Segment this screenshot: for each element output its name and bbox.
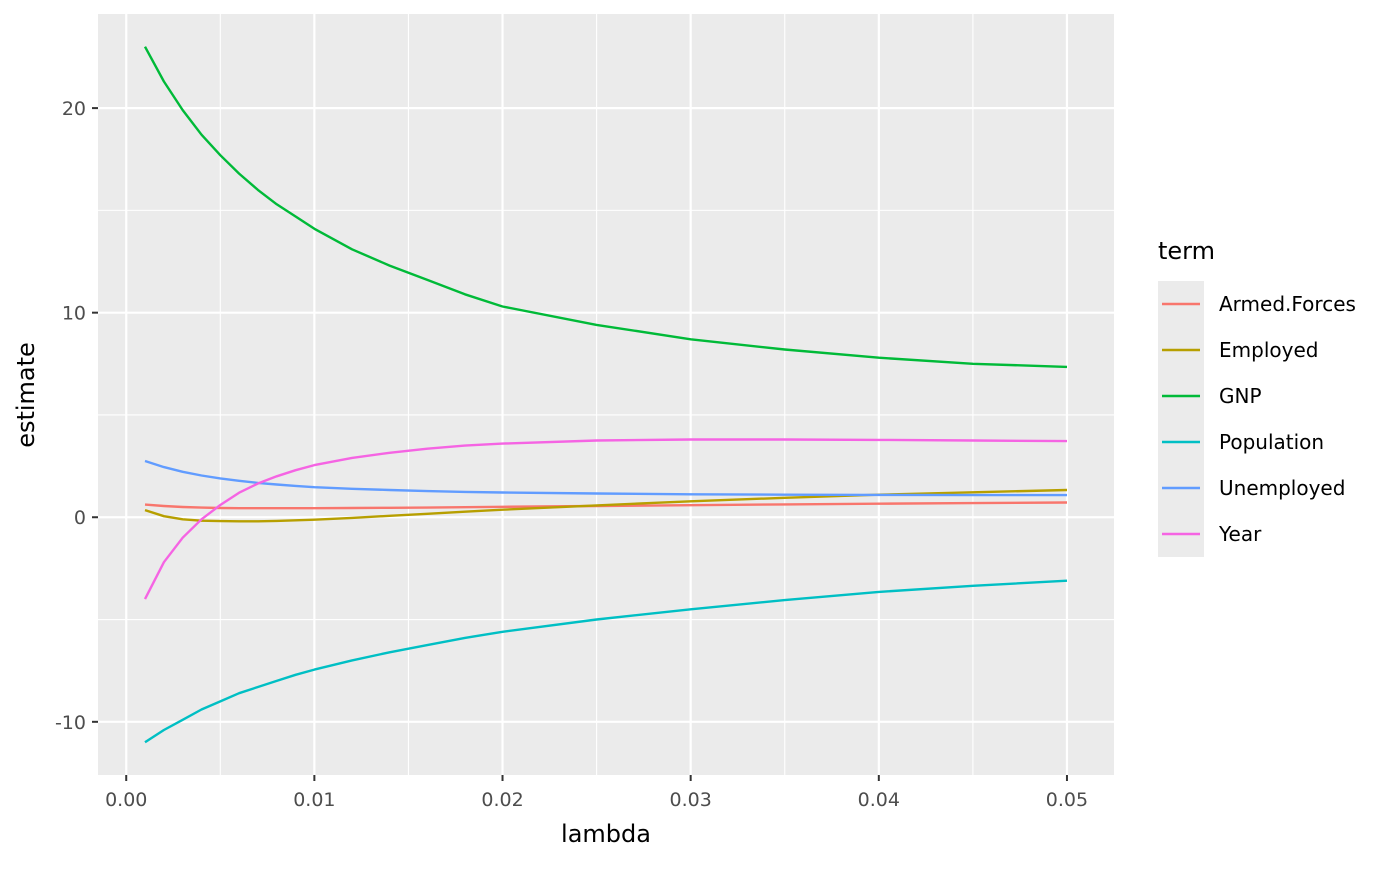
x-tick-label: 0.02 [481, 789, 523, 811]
y-tick-label: 0 [74, 507, 86, 529]
x-tick-label: 0.00 [105, 789, 147, 811]
y-axis-title: estimate [12, 342, 40, 448]
legend-key-background [1158, 281, 1204, 557]
legend: term Armed.Forces Employed GNP Population Un… [1158, 237, 1356, 557]
y-axis-ticks: -10 0 10 20 [55, 98, 98, 734]
x-axis-title: lambda [561, 820, 651, 848]
series-line-armed-forces [144, 501, 1068, 510]
series-lines [143, 46, 1068, 744]
x-tick-label: 0.04 [858, 789, 900, 811]
legend-label: Armed.Forces [1219, 292, 1356, 316]
series-line-unemployed [144, 459, 1067, 497]
x-tick-label: 0.01 [293, 789, 335, 811]
legend-label: Unemployed [1219, 476, 1345, 500]
legend-label: Employed [1219, 338, 1318, 362]
plot-panel [98, 14, 1114, 775]
x-tick-label: 0.05 [1046, 789, 1088, 811]
series-line-year [143, 438, 1068, 600]
series-line-population [144, 579, 1068, 744]
legend-label: Population [1219, 430, 1324, 454]
x-axis-ticks: 0.00 0.01 0.02 0.03 0.04 0.05 [105, 775, 1088, 811]
y-tick-label: -10 [55, 712, 86, 734]
series-line-employed [144, 488, 1068, 523]
legend-label: GNP [1219, 384, 1262, 408]
legend-label: Year [1218, 522, 1262, 546]
x-tick-label: 0.03 [670, 789, 712, 811]
legend-title: term [1158, 237, 1215, 265]
y-tick-label: 10 [62, 303, 86, 325]
y-tick-label: 20 [62, 98, 86, 120]
series-line-gnp [143, 46, 1068, 369]
legend-items: Armed.Forces Employed GNP Population Unemplo… [1158, 281, 1356, 557]
major-gridlines [98, 14, 1114, 775]
